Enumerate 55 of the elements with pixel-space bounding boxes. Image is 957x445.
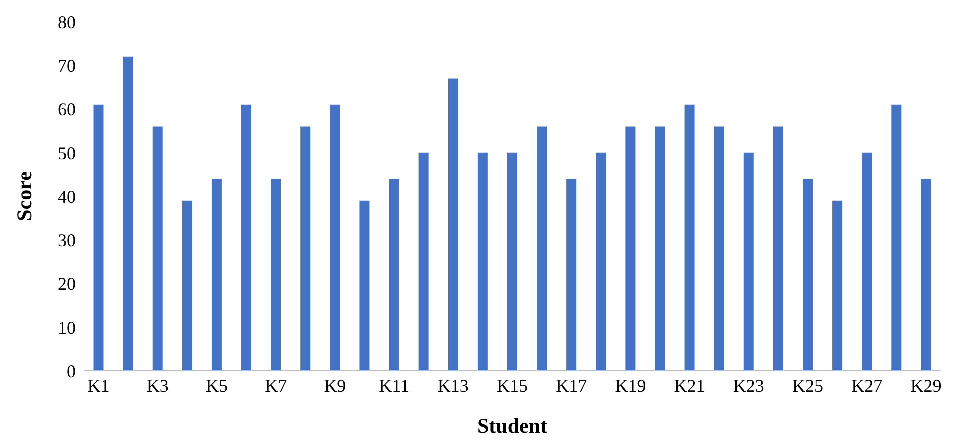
bar (921, 179, 932, 371)
x-tick-label: K5 (206, 376, 228, 396)
bar (330, 104, 340, 371)
bar (242, 104, 252, 371)
bar (684, 104, 695, 371)
x-tick-label: K9 (324, 376, 346, 396)
bar (537, 126, 548, 371)
bar (418, 152, 429, 371)
bar (862, 152, 872, 371)
bar (389, 179, 400, 371)
bar (123, 56, 134, 371)
bar (300, 126, 311, 371)
x-tick-label: K17 (556, 376, 588, 396)
x-tick-label: K1 (88, 376, 110, 396)
bar (714, 126, 724, 371)
x-tick-label: K29 (910, 376, 942, 396)
bar (626, 126, 636, 371)
bar (773, 126, 784, 371)
bar (832, 200, 843, 371)
bar (448, 78, 458, 371)
bar (478, 152, 488, 371)
bar (596, 152, 606, 371)
x-tick-label: K15 (497, 376, 528, 396)
bar (744, 152, 754, 371)
bar (507, 152, 518, 371)
bar (802, 179, 813, 371)
y-tick-label: 20 (58, 274, 76, 294)
y-tick-label: 0 (67, 361, 76, 382)
y-tick-label: 30 (58, 230, 76, 251)
x-tick-label: K25 (792, 376, 824, 396)
y-tick-label: 10 (58, 318, 76, 338)
x-tick-label: K11 (379, 376, 410, 396)
bar (182, 200, 192, 371)
bar (94, 104, 104, 371)
y-axis-title: Score (12, 172, 36, 222)
x-tick-label: K7 (265, 376, 288, 396)
bar (566, 179, 577, 371)
bar (655, 126, 666, 371)
bar (271, 179, 282, 371)
x-tick-label: K19 (615, 376, 646, 396)
y-tick-label: 40 (58, 186, 76, 207)
x-tick-label: K21 (674, 376, 706, 396)
y-tick-label: 70 (58, 56, 76, 76)
x-tick-label: K23 (733, 376, 764, 396)
x-tick-label: K3 (146, 376, 169, 396)
bar (360, 200, 370, 371)
y-tick-label: 60 (58, 100, 76, 120)
bar (212, 179, 222, 371)
x-axis-title: Student (477, 414, 548, 438)
y-tick-label: 50 (58, 143, 76, 164)
bar (152, 126, 163, 371)
bar (892, 104, 902, 371)
y-tick-label: 80 (58, 12, 76, 32)
x-tick-label: K13 (438, 376, 469, 396)
x-tick-label: K27 (852, 376, 883, 396)
